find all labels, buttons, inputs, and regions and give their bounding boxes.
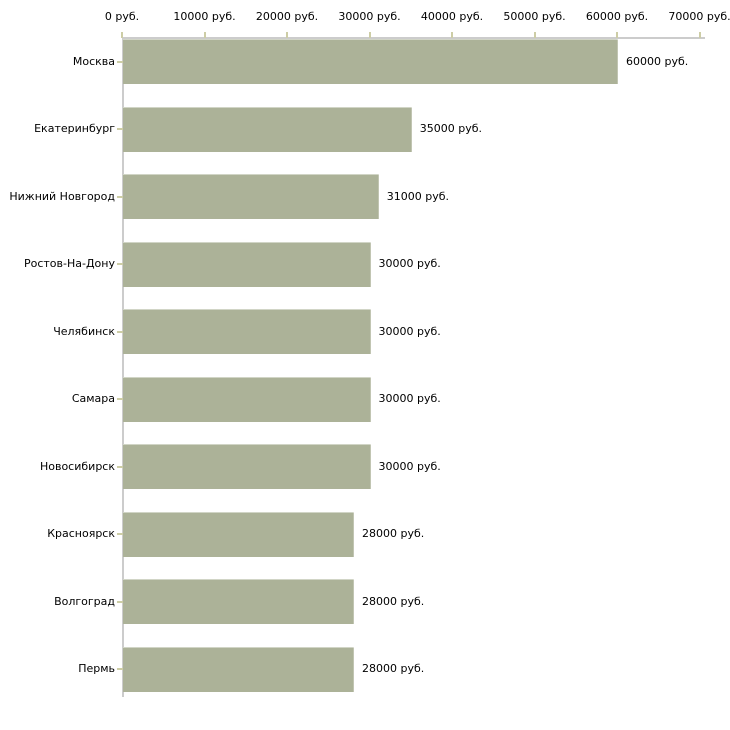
- y-axis-tick: [117, 263, 123, 265]
- bar-value-label: 30000 руб.: [378, 392, 441, 405]
- y-axis-tick: [117, 533, 123, 535]
- y-axis-tick: [117, 195, 123, 198]
- y-axis-label: Челябинск: [53, 324, 115, 338]
- bar-value-label: 30000 руб.: [378, 257, 441, 270]
- y-axis-label: Ростов-На-Дону: [23, 257, 115, 270]
- x-axis-tick-label: 40000 руб.: [420, 10, 484, 23]
- x-axis-tick: [533, 32, 536, 38]
- bar: [123, 174, 379, 219]
- x-axis-tick: [616, 32, 618, 38]
- bar: [123, 511, 354, 557]
- x-axis-tick-label: 10000 руб.: [173, 10, 236, 23]
- x-axis-tick: [451, 32, 453, 38]
- bar: [123, 309, 371, 354]
- x-axis-tick: [368, 32, 371, 38]
- x-axis-tick-label: 60000 руб.: [585, 10, 649, 23]
- bar-value-label: 30000 руб.: [378, 459, 441, 473]
- x-axis-tick: [121, 32, 123, 38]
- bar-value-label: 31000 руб.: [386, 189, 450, 203]
- bar-value-label: 28000 руб.: [362, 527, 425, 540]
- x-axis-tick-label: 70000 руб.: [668, 10, 730, 23]
- x-axis-tick: [286, 32, 288, 38]
- bar-value-label: 28000 руб.: [362, 662, 425, 675]
- y-axis-label: Волгоград: [54, 594, 115, 608]
- bar: [123, 444, 371, 489]
- y-axis-label: Нижний Новгород: [9, 189, 115, 203]
- y-axis-label: Пермь: [78, 662, 115, 675]
- bar: [123, 646, 354, 692]
- x-axis-tick-label: 0 руб.: [104, 10, 140, 23]
- bar-value-label: 28000 руб.: [362, 594, 425, 608]
- bar: [123, 376, 371, 422]
- bar-value-label: 35000 руб.: [419, 122, 483, 135]
- bar: [123, 241, 371, 287]
- y-axis-tick: [117, 330, 123, 333]
- y-axis-tick: [117, 398, 123, 400]
- bar: [123, 39, 618, 84]
- x-axis-line: [122, 37, 705, 39]
- x-axis-tick-label: 30000 руб.: [338, 10, 401, 23]
- x-axis-tick: [698, 32, 701, 38]
- y-axis-label: Екатеринбург: [34, 122, 115, 135]
- y-axis-tick: [117, 128, 123, 130]
- x-axis-tick-label: 50000 руб.: [503, 10, 566, 23]
- bar: [123, 106, 412, 152]
- y-axis-label: Красноярск: [47, 527, 115, 540]
- y-axis-tick: [117, 60, 123, 63]
- bar-value-label: 60000 руб.: [626, 54, 689, 68]
- bar: [123, 579, 354, 624]
- y-axis-tick: [117, 668, 123, 670]
- y-axis-tick: [117, 600, 123, 603]
- y-axis-line: [122, 37, 124, 697]
- y-axis-label: Новосибирск: [39, 459, 115, 473]
- x-axis-tick: [203, 32, 206, 38]
- y-axis-tick: [117, 465, 123, 468]
- x-axis-tick-label: 20000 руб.: [255, 10, 319, 23]
- y-axis-label: Самара: [71, 392, 115, 405]
- y-axis-label: Москва: [72, 54, 115, 68]
- bar-value-label: 30000 руб.: [378, 324, 441, 338]
